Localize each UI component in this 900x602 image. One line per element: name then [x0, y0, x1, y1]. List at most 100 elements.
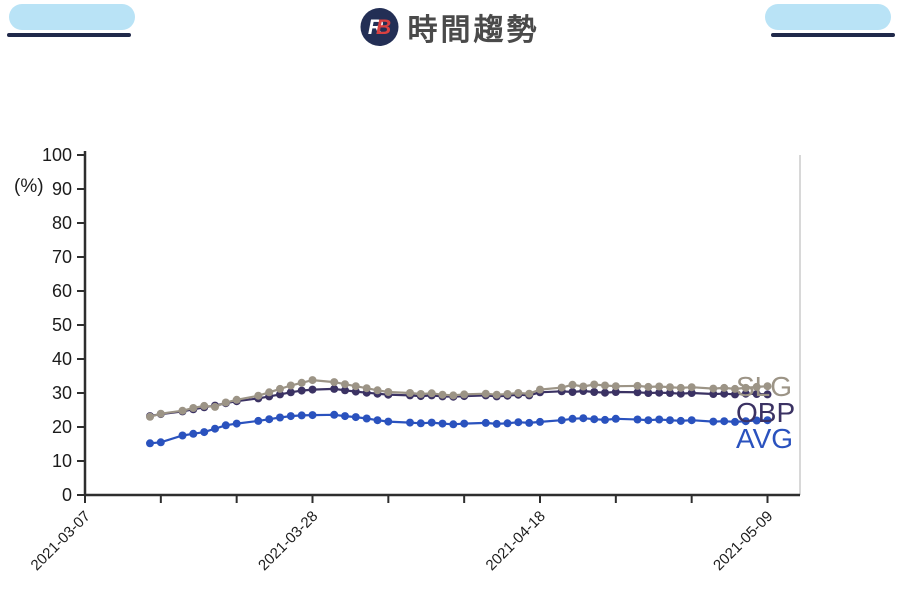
- data-point-obp[interactable]: [633, 388, 642, 397]
- data-point-avg[interactable]: [514, 418, 523, 427]
- data-point-avg[interactable]: [200, 428, 209, 437]
- data-point-obp[interactable]: [676, 389, 685, 398]
- data-point-avg[interactable]: [687, 416, 696, 425]
- data-point-obp[interactable]: [666, 389, 674, 397]
- data-point-slg[interactable]: [655, 382, 664, 391]
- data-point-slg[interactable]: [373, 386, 382, 395]
- data-point-avg[interactable]: [232, 419, 241, 428]
- data-point-slg[interactable]: [568, 380, 577, 389]
- data-point-slg[interactable]: [341, 380, 349, 389]
- data-point-obp[interactable]: [568, 388, 577, 396]
- data-point-slg[interactable]: [200, 401, 209, 410]
- data-point-slg[interactable]: [156, 409, 165, 418]
- data-point-slg[interactable]: [232, 395, 241, 404]
- data-point-avg[interactable]: [438, 419, 447, 428]
- data-point-avg[interactable]: [590, 415, 599, 424]
- data-point-obp[interactable]: [276, 390, 284, 399]
- data-point-slg[interactable]: [579, 382, 588, 391]
- data-point-obp[interactable]: [763, 390, 772, 399]
- data-point-slg[interactable]: [416, 390, 425, 398]
- data-point-avg[interactable]: [254, 416, 263, 425]
- data-point-avg[interactable]: [406, 418, 414, 427]
- data-point-slg[interactable]: [611, 382, 620, 391]
- data-point-slg[interactable]: [351, 382, 360, 391]
- data-point-obp[interactable]: [308, 385, 317, 394]
- data-point-slg[interactable]: [590, 380, 599, 389]
- data-point-avg[interactable]: [579, 414, 588, 423]
- data-point-slg[interactable]: [687, 383, 696, 392]
- data-point-avg[interactable]: [308, 411, 317, 420]
- data-point-avg[interactable]: [601, 415, 609, 424]
- data-point-slg[interactable]: [720, 383, 729, 392]
- data-point-avg[interactable]: [503, 419, 512, 428]
- data-point-avg[interactable]: [568, 414, 577, 423]
- data-point-slg[interactable]: [254, 391, 263, 400]
- data-point-slg[interactable]: [514, 389, 523, 397]
- data-point-slg[interactable]: [189, 404, 198, 412]
- data-point-slg[interactable]: [221, 398, 230, 407]
- data-point-slg[interactable]: [449, 391, 458, 400]
- data-point-slg[interactable]: [265, 388, 274, 397]
- data-point-obp[interactable]: [330, 384, 339, 393]
- data-point-slg[interactable]: [460, 390, 469, 399]
- data-point-avg[interactable]: [286, 412, 295, 421]
- data-point-avg[interactable]: [731, 417, 739, 426]
- data-point-avg[interactable]: [763, 416, 772, 425]
- data-point-avg[interactable]: [178, 431, 187, 440]
- data-point-obp[interactable]: [297, 386, 306, 395]
- data-point-avg[interactable]: [156, 438, 165, 447]
- data-point-obp[interactable]: [655, 388, 664, 397]
- data-point-avg[interactable]: [276, 413, 284, 422]
- data-point-avg[interactable]: [611, 414, 620, 423]
- data-point-avg[interactable]: [752, 416, 761, 425]
- data-point-avg[interactable]: [416, 419, 425, 428]
- data-point-avg[interactable]: [297, 411, 306, 420]
- data-point-slg[interactable]: [741, 383, 750, 392]
- data-point-slg[interactable]: [427, 389, 436, 398]
- data-point-obp[interactable]: [611, 388, 620, 396]
- data-point-slg[interactable]: [525, 389, 534, 398]
- data-point-slg[interactable]: [633, 381, 642, 390]
- data-point-avg[interactable]: [633, 415, 642, 424]
- data-point-obp[interactable]: [752, 390, 761, 398]
- data-point-obp[interactable]: [720, 389, 729, 398]
- data-point-obp[interactable]: [644, 389, 653, 397]
- data-point-slg[interactable]: [362, 384, 371, 393]
- data-point-avg[interactable]: [341, 412, 349, 421]
- data-point-avg[interactable]: [536, 417, 544, 426]
- data-point-avg[interactable]: [525, 418, 534, 427]
- data-point-slg[interactable]: [406, 389, 414, 397]
- data-point-slg[interactable]: [601, 381, 609, 390]
- data-point-slg[interactable]: [536, 385, 544, 394]
- data-point-slg[interactable]: [666, 383, 674, 392]
- data-point-avg[interactable]: [351, 413, 360, 422]
- data-point-avg[interactable]: [265, 415, 274, 424]
- data-point-avg[interactable]: [146, 439, 154, 448]
- data-point-obp[interactable]: [286, 388, 295, 397]
- data-point-avg[interactable]: [666, 416, 674, 425]
- data-point-slg[interactable]: [731, 384, 739, 393]
- data-point-avg[interactable]: [481, 418, 490, 427]
- data-point-slg[interactable]: [492, 390, 501, 399]
- data-point-avg[interactable]: [362, 414, 371, 423]
- data-point-slg[interactable]: [146, 412, 154, 421]
- data-point-slg[interactable]: [763, 382, 772, 391]
- data-point-slg[interactable]: [297, 378, 306, 387]
- data-point-avg[interactable]: [460, 419, 469, 428]
- data-point-slg[interactable]: [644, 382, 653, 391]
- data-point-obp[interactable]: [590, 388, 599, 396]
- data-point-slg[interactable]: [503, 390, 512, 398]
- data-point-avg[interactable]: [427, 418, 436, 427]
- data-point-slg[interactable]: [276, 384, 284, 393]
- data-point-avg[interactable]: [449, 420, 458, 429]
- data-point-slg[interactable]: [178, 406, 187, 415]
- data-point-slg[interactable]: [752, 382, 761, 391]
- data-point-slg[interactable]: [308, 376, 317, 385]
- data-point-obp[interactable]: [741, 389, 750, 398]
- data-point-obp[interactable]: [687, 389, 696, 397]
- data-point-avg[interactable]: [709, 417, 718, 426]
- data-point-slg[interactable]: [438, 390, 447, 399]
- data-point-avg[interactable]: [676, 416, 685, 425]
- data-point-slg[interactable]: [676, 383, 685, 392]
- data-point-avg[interactable]: [373, 416, 382, 425]
